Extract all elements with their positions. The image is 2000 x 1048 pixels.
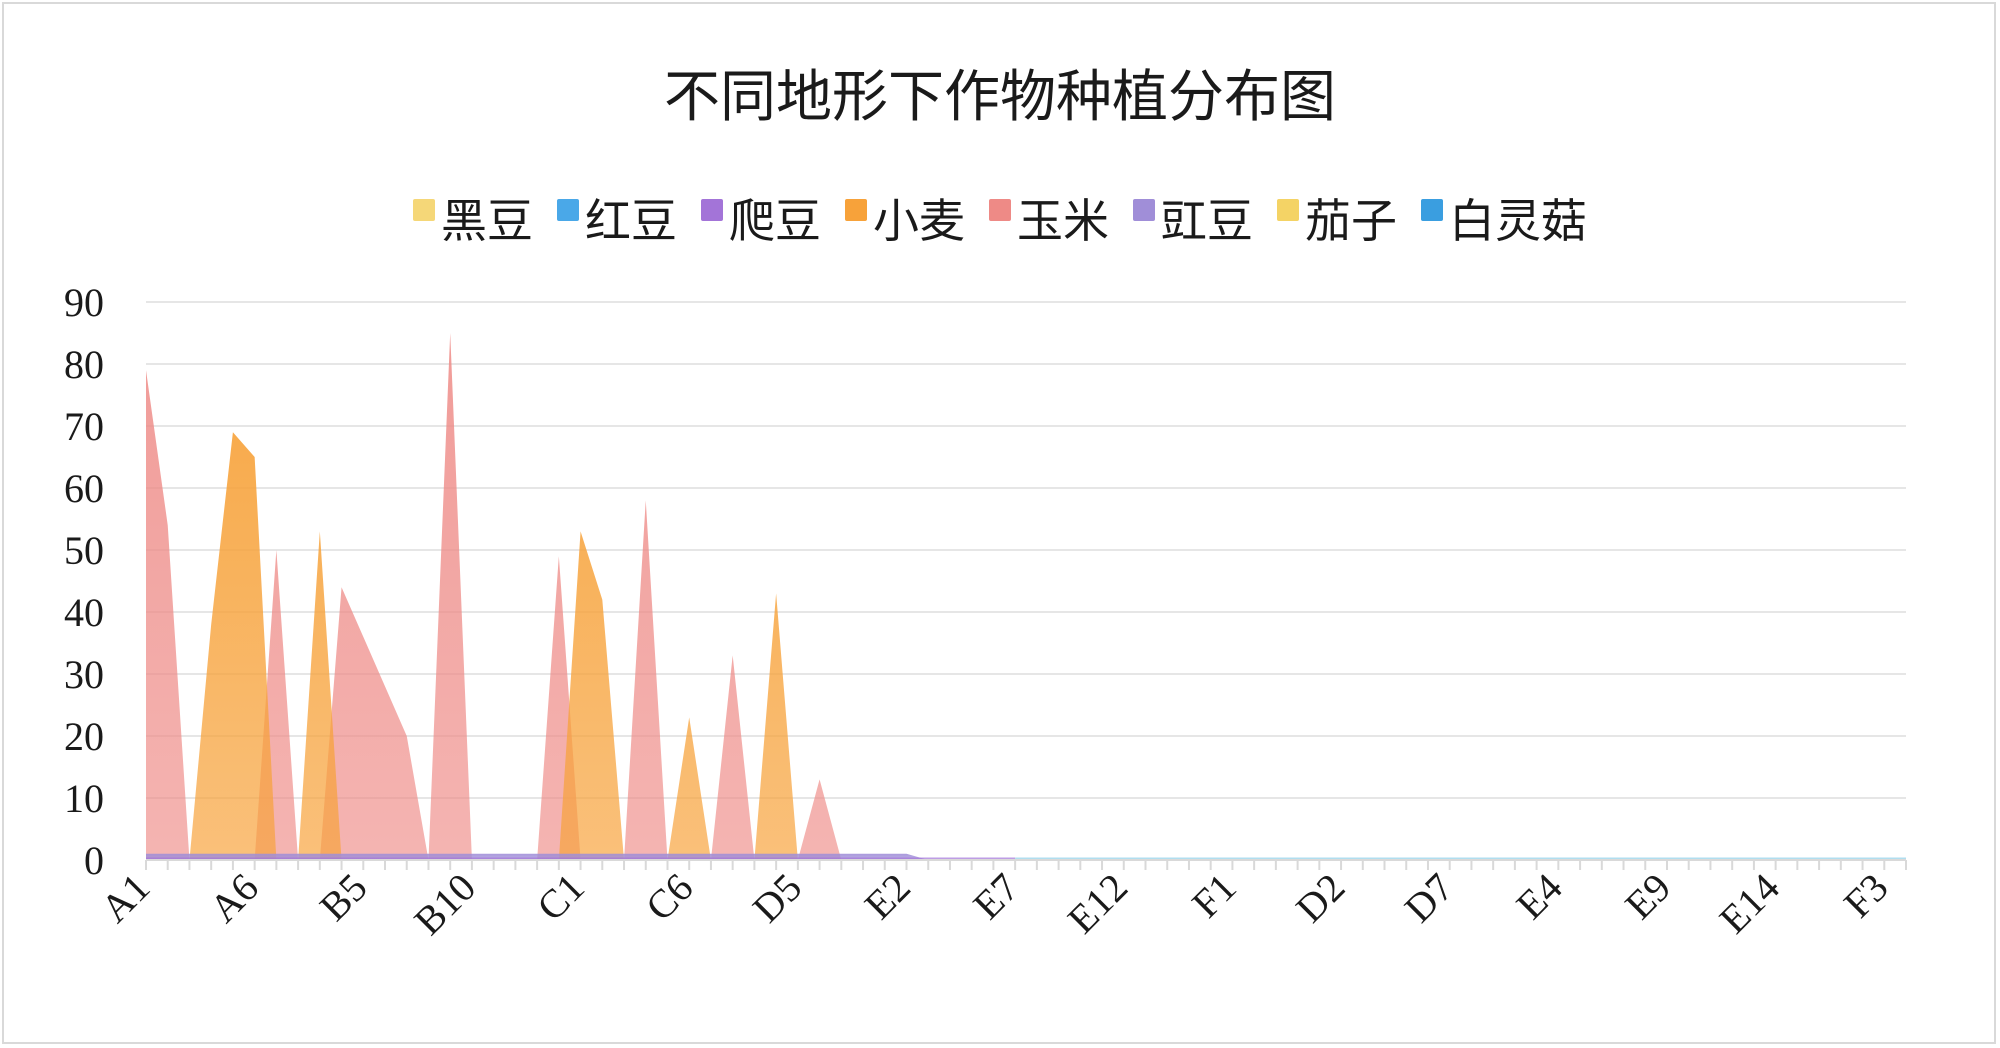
x-tick-label: E2 <box>856 865 919 928</box>
chart-legend: 黑豆 红豆 爬豆 小麦 玉米 豇豆 茄子 白灵菇 <box>0 190 2000 252</box>
x-tick-label: D5 <box>744 865 810 931</box>
legend-item[interactable]: 白灵菇 <box>1421 193 1587 249</box>
y-tick-label: 10 <box>64 776 104 821</box>
legend-item[interactable]: 黑豆 <box>413 193 533 249</box>
x-tick-label: F1 <box>1183 865 1245 927</box>
y-tick-label: 0 <box>84 838 104 883</box>
y-tick-label: 50 <box>64 528 104 573</box>
x-tick-label: E14 <box>1711 865 1788 942</box>
x-tick-label: C1 <box>528 865 593 930</box>
y-tick-label: 30 <box>64 652 104 697</box>
legend-swatch <box>1421 199 1443 221</box>
legend-label: 豇豆 <box>1161 194 1253 248</box>
y-tick-label: 70 <box>64 404 104 449</box>
legend-swatch <box>1133 199 1155 221</box>
legend-label: 红豆 <box>585 194 677 248</box>
y-tick-label: 40 <box>64 590 104 635</box>
legend-swatch <box>845 199 867 221</box>
x-tick-label: B10 <box>405 865 484 944</box>
area-series-4 <box>146 333 1906 860</box>
y-tick-label: 20 <box>64 714 104 759</box>
x-tick-label: E7 <box>964 865 1027 928</box>
x-tick-label: C6 <box>637 865 702 930</box>
x-tick-label: A6 <box>201 865 267 931</box>
legend-swatch <box>557 199 579 221</box>
legend-item[interactable]: 玉米 <box>989 193 1109 249</box>
legend-item[interactable]: 爬豆 <box>701 193 821 249</box>
x-tick-label: F3 <box>1835 865 1897 927</box>
x-tick-label: E9 <box>1616 865 1679 928</box>
legend-item[interactable]: 红豆 <box>557 193 677 249</box>
legend-item[interactable]: 豇豆 <box>1133 193 1253 249</box>
x-tick-label: D7 <box>1396 865 1462 931</box>
y-tick-label: 90 <box>64 280 104 325</box>
legend-label: 黑豆 <box>441 194 533 248</box>
x-tick-label: D2 <box>1287 865 1353 931</box>
legend-label: 茄子 <box>1305 194 1397 248</box>
x-tick-label: E12 <box>1059 865 1136 942</box>
legend-item[interactable]: 茄子 <box>1277 193 1397 249</box>
chart-title: 不同地形下作物种植分布图 <box>664 65 1336 130</box>
x-tick-label: B5 <box>311 865 376 930</box>
legend-label: 白灵菇 <box>1449 194 1587 248</box>
y-tick-label: 60 <box>64 466 104 511</box>
legend-swatch <box>413 199 435 221</box>
legend-label: 爬豆 <box>729 194 821 248</box>
legend-swatch <box>701 199 723 221</box>
legend-label: 玉米 <box>1017 194 1109 248</box>
legend-item[interactable]: 小麦 <box>845 193 965 249</box>
area-series-3 <box>146 432 1906 860</box>
x-tick-label: E4 <box>1507 865 1570 928</box>
y-tick-label: 80 <box>64 342 104 387</box>
legend-swatch <box>989 199 1011 221</box>
legend-label: 小麦 <box>873 194 965 248</box>
legend-swatch <box>1277 199 1299 221</box>
